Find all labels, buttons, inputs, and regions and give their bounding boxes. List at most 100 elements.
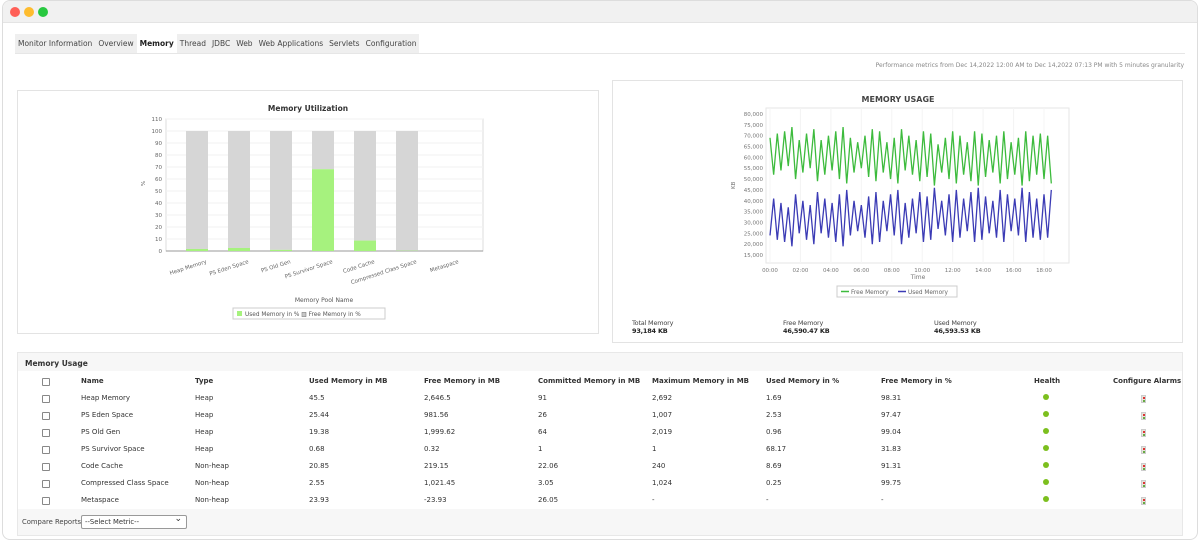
tab-configuration[interactable]: Configuration xyxy=(365,39,417,48)
table-row: Heap Memory Heap 45.5 2,646.5 91 2,692 1.69 98.… xyxy=(18,390,1182,407)
bar-free-4 xyxy=(354,131,376,241)
bar-free-3 xyxy=(312,131,334,170)
y-axis-label: % xyxy=(141,181,147,186)
y-tick-label: 45,000 xyxy=(744,188,764,194)
table-row: Code Cache Non-heap 20.85 219.15 22.06 240 8.6… xyxy=(18,458,1182,475)
x-axis-label: Memory Pool Name xyxy=(295,297,354,304)
row-checkbox[interactable] xyxy=(42,395,50,403)
select-all-checkbox[interactable] xyxy=(42,378,50,386)
performance-note: Performance metrics from Dec 14,2022 12:… xyxy=(875,62,1184,69)
row-checkbox[interactable] xyxy=(42,497,50,505)
row-checkbox[interactable] xyxy=(42,480,50,488)
y-tick-label: 70 xyxy=(155,165,162,171)
row-checkbox[interactable] xyxy=(42,429,50,437)
table-cell: 64 xyxy=(538,428,547,436)
table-cell: - xyxy=(881,496,884,504)
x-tick-label: 10:00 xyxy=(914,268,930,274)
x-tick-label: 12:00 xyxy=(945,268,961,274)
table-cell: 97.47 xyxy=(881,411,902,419)
close-button[interactable] xyxy=(10,7,20,17)
table-cell: 98.31 xyxy=(881,394,902,402)
memory-usage-panel: MEMORY USAGE 15,000 20,000 25,000 30,000 35,0… xyxy=(612,80,1183,343)
table-cell: 91 xyxy=(538,394,547,402)
y-tick-label: 50 xyxy=(155,189,162,195)
table-cell: Non-heap xyxy=(195,462,229,470)
configure-alarm-icon[interactable] xyxy=(1141,412,1146,420)
tab-servlets[interactable]: Servlets xyxy=(329,39,360,48)
bar-used-2 xyxy=(270,249,292,251)
configure-alarm-icon[interactable] xyxy=(1141,446,1146,454)
table-cell: PS Eden Space xyxy=(81,411,134,419)
table-cell: 99.04 xyxy=(881,428,902,436)
tab-web[interactable]: Web xyxy=(236,39,253,48)
column-header: Maximum Memory in MB xyxy=(652,377,750,385)
table-cell: Heap xyxy=(195,445,214,453)
y-tick-label: 20,000 xyxy=(744,242,764,248)
x-axis-label: Time xyxy=(910,274,926,281)
tab-thread[interactable]: Thread xyxy=(179,39,206,48)
tab-monitor-information[interactable]: Monitor Information xyxy=(18,39,93,48)
configure-alarm-icon[interactable] xyxy=(1141,497,1146,505)
chart-title: MEMORY USAGE xyxy=(862,95,935,104)
series-line-used-memory xyxy=(769,187,1052,247)
tab-overview[interactable]: Overview xyxy=(98,39,134,48)
row-checkbox[interactable] xyxy=(42,463,50,471)
table-cell: Heap Memory xyxy=(81,394,130,402)
configure-alarm-icon[interactable] xyxy=(1141,395,1146,403)
health-status-icon xyxy=(1043,496,1049,502)
legend-text: Used Memory in % ▥ Free Memory in % xyxy=(245,312,361,318)
divider xyxy=(15,53,1185,54)
table-cell: 2.55 xyxy=(309,479,325,487)
x-tick-label: 16:00 xyxy=(1006,268,1022,274)
y-tick-label: 60,000 xyxy=(744,155,764,161)
table-cell: Heap xyxy=(195,394,214,402)
y-tick-label: 30 xyxy=(155,213,162,219)
y-tick-label: 55,000 xyxy=(744,166,764,172)
table-cell: Compressed Class Space xyxy=(81,479,169,487)
y-tick-label: 75,000 xyxy=(744,123,764,129)
y-axis-label: KB xyxy=(731,181,737,189)
table-header: Name Type Used Memory in MB Free Memory in … xyxy=(18,373,1182,390)
tab-jdbc[interactable]: JDBC xyxy=(211,39,231,48)
table-row: Metaspace Non-heap 23.93 -23.93 26.05 - - - xyxy=(18,492,1182,509)
configure-alarm-icon[interactable] xyxy=(1141,480,1146,488)
table-cell: 2,646.5 xyxy=(424,394,451,402)
maximize-button[interactable] xyxy=(38,7,48,17)
column-header: Used Memory in MB xyxy=(309,377,388,385)
configure-alarm-icon[interactable] xyxy=(1141,429,1146,437)
stat-label: Free Memory xyxy=(783,319,824,327)
column-header: Name xyxy=(81,377,104,385)
tab-web-applications[interactable]: Web Applications xyxy=(258,39,324,48)
table-cell: PS Old Gen xyxy=(81,428,121,436)
legend xyxy=(232,307,386,320)
compare-reports-label: Compare Reports xyxy=(22,518,82,526)
table-cell: 22.06 xyxy=(538,462,559,470)
y-tick-label: 70,000 xyxy=(744,134,764,140)
y-tick-label: 100 xyxy=(152,129,163,135)
bar-used-4 xyxy=(354,240,376,251)
table-cell: PS Survivor Space xyxy=(81,445,145,453)
table-cell: 19.38 xyxy=(309,428,330,436)
column-header: Type xyxy=(195,377,214,385)
y-tick-label: 0 xyxy=(159,249,163,255)
select-metric-dropdown[interactable]: --Select Metric-- xyxy=(81,513,187,529)
y-tick-label: 35,000 xyxy=(744,210,764,216)
y-tick-label: 10 xyxy=(155,237,162,243)
y-tick-label: 40,000 xyxy=(744,199,764,205)
configure-alarm-icon[interactable] xyxy=(1141,463,1146,471)
row-checkbox[interactable] xyxy=(42,446,50,454)
x-tick-label: PS Old Gen xyxy=(260,259,292,274)
tab-bar: Monitor Information Overview Memory Thread J… xyxy=(15,34,420,53)
x-tick-label: PS Survivor Space xyxy=(284,259,334,280)
minimize-button[interactable] xyxy=(24,7,34,17)
table-cell: 25.44 xyxy=(309,411,330,419)
table-row: PS Old Gen Heap 19.38 1,999.62 64 2,019 0.96 99… xyxy=(18,424,1182,441)
table-cell: 68.17 xyxy=(766,445,787,453)
tab-memory[interactable]: Memory xyxy=(136,34,177,53)
table-cell: 1,007 xyxy=(652,411,673,419)
table-cell: 0.32 xyxy=(424,445,440,453)
table-title: Memory Usage xyxy=(25,359,88,368)
table-cell: 240 xyxy=(652,462,666,470)
row-checkbox[interactable] xyxy=(42,412,50,420)
table-cell: 981.56 xyxy=(424,411,449,419)
